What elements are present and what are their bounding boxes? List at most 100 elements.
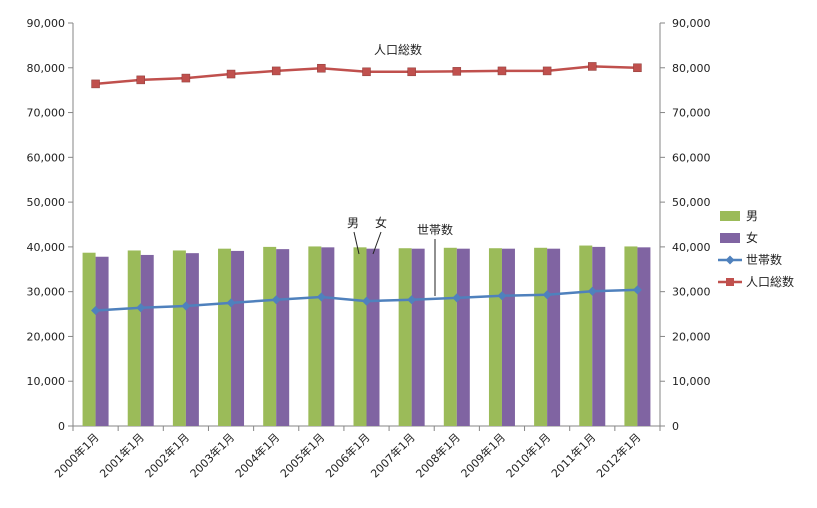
population-point (91, 79, 100, 89)
bar-female (321, 247, 335, 426)
bar-male (579, 245, 593, 426)
legend-swatch (720, 211, 740, 221)
population-point (497, 66, 507, 76)
x-tick-label: 2006年1月 (322, 430, 372, 480)
population-point (633, 63, 642, 73)
bar-male (308, 246, 322, 426)
households-point (226, 298, 236, 308)
population-point (136, 75, 145, 85)
x-tick-label: 2005年1月 (277, 430, 327, 480)
legend-label: 世帯数 (746, 252, 782, 267)
households-point (587, 286, 597, 296)
legend-marker-square (726, 278, 734, 286)
bar-male (218, 248, 232, 426)
households-point (136, 303, 146, 313)
bar-male (624, 246, 638, 426)
x-tick-label: 2003年1月 (187, 430, 237, 480)
y-tick-label-right: 70,000 (672, 107, 711, 120)
y-tick-label-left: 40,000 (27, 241, 66, 254)
y-tick-label-right: 50,000 (672, 196, 711, 209)
annotation-population: 人口総数 (374, 42, 422, 57)
population-point (407, 67, 416, 77)
annotation-households: 世帯数 (417, 222, 453, 237)
households-point (181, 301, 191, 311)
population-point (317, 63, 326, 73)
bar-male (398, 248, 412, 426)
y-tick-label-left: 50,000 (27, 196, 66, 209)
legend-label: 男 (746, 209, 758, 223)
bar-female (95, 256, 109, 426)
bar-male (172, 250, 186, 426)
households-point (271, 295, 281, 305)
households-point (452, 293, 462, 303)
y-tick-label-right: 20,000 (672, 330, 711, 343)
legend-marker-diamond (725, 255, 735, 265)
bar-female (501, 248, 515, 426)
legend-swatch (720, 233, 740, 243)
bar-male (353, 247, 367, 426)
legend-label: 女 (746, 230, 758, 245)
annotation-male-leader (353, 231, 360, 255)
y-tick-label-left: 90,000 (27, 17, 66, 30)
x-tick-label: 2007年1月 (368, 430, 418, 480)
y-tick-label-left: 80,000 (27, 62, 66, 75)
x-tick-label: 2011年1月 (548, 430, 598, 480)
population-point (226, 69, 236, 79)
bar-female (637, 247, 651, 426)
households-point (91, 305, 101, 315)
y-tick-label-right: 40,000 (672, 241, 711, 254)
bar-female (547, 248, 561, 426)
bar-female (140, 254, 154, 426)
y-tick-label-left: 70,000 (27, 107, 66, 120)
households-point (407, 295, 417, 305)
annotation-female: 女 (375, 215, 387, 230)
y-tick-label-right: 0 (672, 420, 679, 433)
bar-female (276, 249, 290, 426)
bar-male (534, 247, 548, 426)
x-tick-label: 2008年1月 (413, 430, 463, 480)
y-tick-label-left: 10,000 (27, 375, 66, 388)
y-tick-label-right: 30,000 (672, 286, 711, 299)
bar-male (82, 252, 96, 426)
y-tick-label-left: 60,000 (27, 151, 66, 164)
households-point (316, 292, 326, 302)
population-point (362, 67, 371, 77)
x-tick-label: 2004年1月 (232, 430, 282, 480)
x-tick-label: 2009年1月 (458, 430, 508, 480)
x-tick-label: 2000年1月 (51, 430, 101, 480)
population-point (452, 67, 462, 76)
population-point (181, 73, 191, 83)
bar-male (263, 246, 277, 426)
bar-female (456, 248, 470, 426)
y-tick-label-right: 80,000 (672, 62, 711, 75)
y-tick-label-left: 20,000 (27, 330, 66, 343)
households-point (542, 290, 552, 300)
bar-female (411, 248, 425, 426)
population-point (271, 66, 281, 76)
households-point (362, 296, 371, 306)
households-point (497, 291, 507, 301)
x-tick-label: 2010年1月 (503, 430, 553, 480)
households-point (632, 285, 642, 295)
bar-male (127, 250, 141, 426)
x-tick-label: 2001年1月 (97, 430, 147, 480)
bar-male (443, 247, 457, 426)
bar-female (185, 253, 199, 426)
bar-female (366, 248, 380, 426)
y-tick-label-left: 0 (58, 420, 65, 433)
population-point (542, 66, 552, 76)
y-tick-label-right: 60,000 (672, 151, 711, 164)
y-tick-label-left: 30,000 (27, 286, 66, 299)
bar-female (592, 246, 606, 426)
legend-label: 人口総数 (746, 274, 794, 289)
annotation-female-leader (372, 231, 382, 255)
y-tick-label-right: 90,000 (672, 17, 711, 30)
annotation-male: 男 (347, 216, 359, 230)
population-point (588, 62, 597, 71)
x-tick-label: 2002年1月 (142, 430, 192, 480)
bar-female (231, 250, 245, 426)
x-tick-label: 2012年1月 (593, 430, 643, 480)
bar-male (488, 248, 502, 426)
